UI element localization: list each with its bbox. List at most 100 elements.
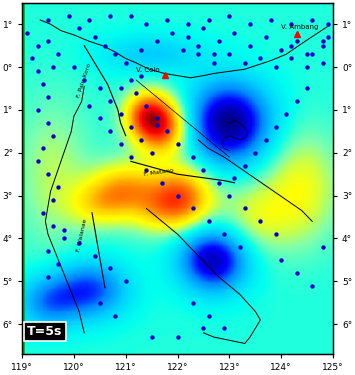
- Point: [107, 13, 113, 19]
- Point: [45, 171, 51, 177]
- Point: [237, 244, 242, 250]
- Point: [35, 158, 40, 164]
- Point: [45, 94, 51, 100]
- Point: [154, 122, 160, 128]
- Point: [29, 56, 35, 62]
- Point: [81, 77, 87, 83]
- Point: [226, 193, 232, 199]
- Point: [294, 270, 300, 276]
- Point: [263, 34, 268, 40]
- Point: [278, 257, 284, 263]
- Point: [113, 313, 118, 319]
- Point: [45, 274, 51, 280]
- Point: [226, 51, 232, 57]
- Point: [263, 137, 268, 143]
- Point: [154, 116, 160, 122]
- Point: [55, 184, 61, 190]
- Point: [143, 167, 149, 173]
- Point: [185, 34, 191, 40]
- Text: F. Palu-Koro: F. Palu-Koro: [76, 62, 92, 98]
- Point: [169, 30, 175, 36]
- Point: [128, 13, 134, 19]
- Point: [252, 150, 258, 156]
- Point: [66, 13, 71, 19]
- Text: F. Matano: F. Matano: [144, 168, 174, 177]
- Point: [164, 17, 170, 23]
- Point: [206, 17, 212, 23]
- Point: [221, 231, 227, 237]
- Point: [211, 60, 217, 66]
- Point: [320, 60, 326, 66]
- Point: [273, 231, 279, 237]
- Point: [159, 180, 165, 186]
- Point: [242, 206, 248, 212]
- Point: [247, 43, 253, 49]
- Point: [304, 51, 310, 57]
- Point: [320, 244, 326, 250]
- Point: [55, 51, 61, 57]
- Point: [206, 218, 212, 224]
- Point: [92, 34, 97, 40]
- Point: [102, 43, 108, 49]
- Point: [201, 26, 206, 32]
- Point: [190, 300, 196, 306]
- Point: [284, 111, 289, 117]
- Point: [45, 248, 51, 254]
- Point: [185, 21, 191, 27]
- Point: [40, 81, 46, 87]
- Point: [232, 30, 237, 36]
- Point: [55, 261, 61, 267]
- Point: [232, 176, 237, 181]
- Point: [195, 43, 201, 49]
- Point: [175, 334, 180, 340]
- Point: [24, 30, 30, 36]
- Point: [50, 223, 56, 229]
- Point: [123, 60, 129, 66]
- Point: [149, 334, 154, 340]
- Point: [268, 17, 274, 23]
- Point: [309, 283, 315, 289]
- Point: [138, 47, 144, 53]
- Point: [40, 210, 46, 216]
- Point: [97, 86, 103, 92]
- Point: [133, 90, 139, 96]
- Point: [45, 38, 51, 44]
- Point: [211, 51, 217, 57]
- Point: [258, 56, 263, 62]
- Point: [92, 253, 97, 259]
- Point: [113, 51, 118, 57]
- Text: T=5s: T=5s: [27, 325, 62, 338]
- Text: V. Ambang: V. Ambang: [281, 24, 318, 30]
- Point: [294, 98, 300, 104]
- Point: [76, 240, 82, 246]
- Point: [226, 13, 232, 19]
- Point: [190, 206, 196, 212]
- Point: [107, 98, 113, 104]
- Point: [45, 120, 51, 126]
- Point: [97, 116, 103, 122]
- Point: [180, 47, 186, 53]
- Point: [143, 103, 149, 109]
- Point: [164, 128, 170, 134]
- Point: [175, 193, 180, 199]
- Point: [258, 218, 263, 224]
- Point: [304, 64, 310, 70]
- Point: [107, 266, 113, 272]
- Point: [149, 150, 154, 156]
- Point: [71, 64, 77, 70]
- Text: V. Colo: V. Colo: [136, 67, 160, 73]
- Point: [97, 300, 103, 306]
- Point: [278, 47, 284, 53]
- Point: [138, 73, 144, 79]
- Point: [87, 103, 92, 109]
- Point: [118, 111, 123, 117]
- Point: [216, 38, 222, 44]
- Point: [175, 141, 180, 147]
- Point: [118, 86, 123, 92]
- Point: [35, 68, 40, 74]
- Point: [143, 21, 149, 27]
- Point: [87, 17, 92, 23]
- Point: [128, 154, 134, 160]
- Point: [273, 124, 279, 130]
- Point: [320, 43, 326, 49]
